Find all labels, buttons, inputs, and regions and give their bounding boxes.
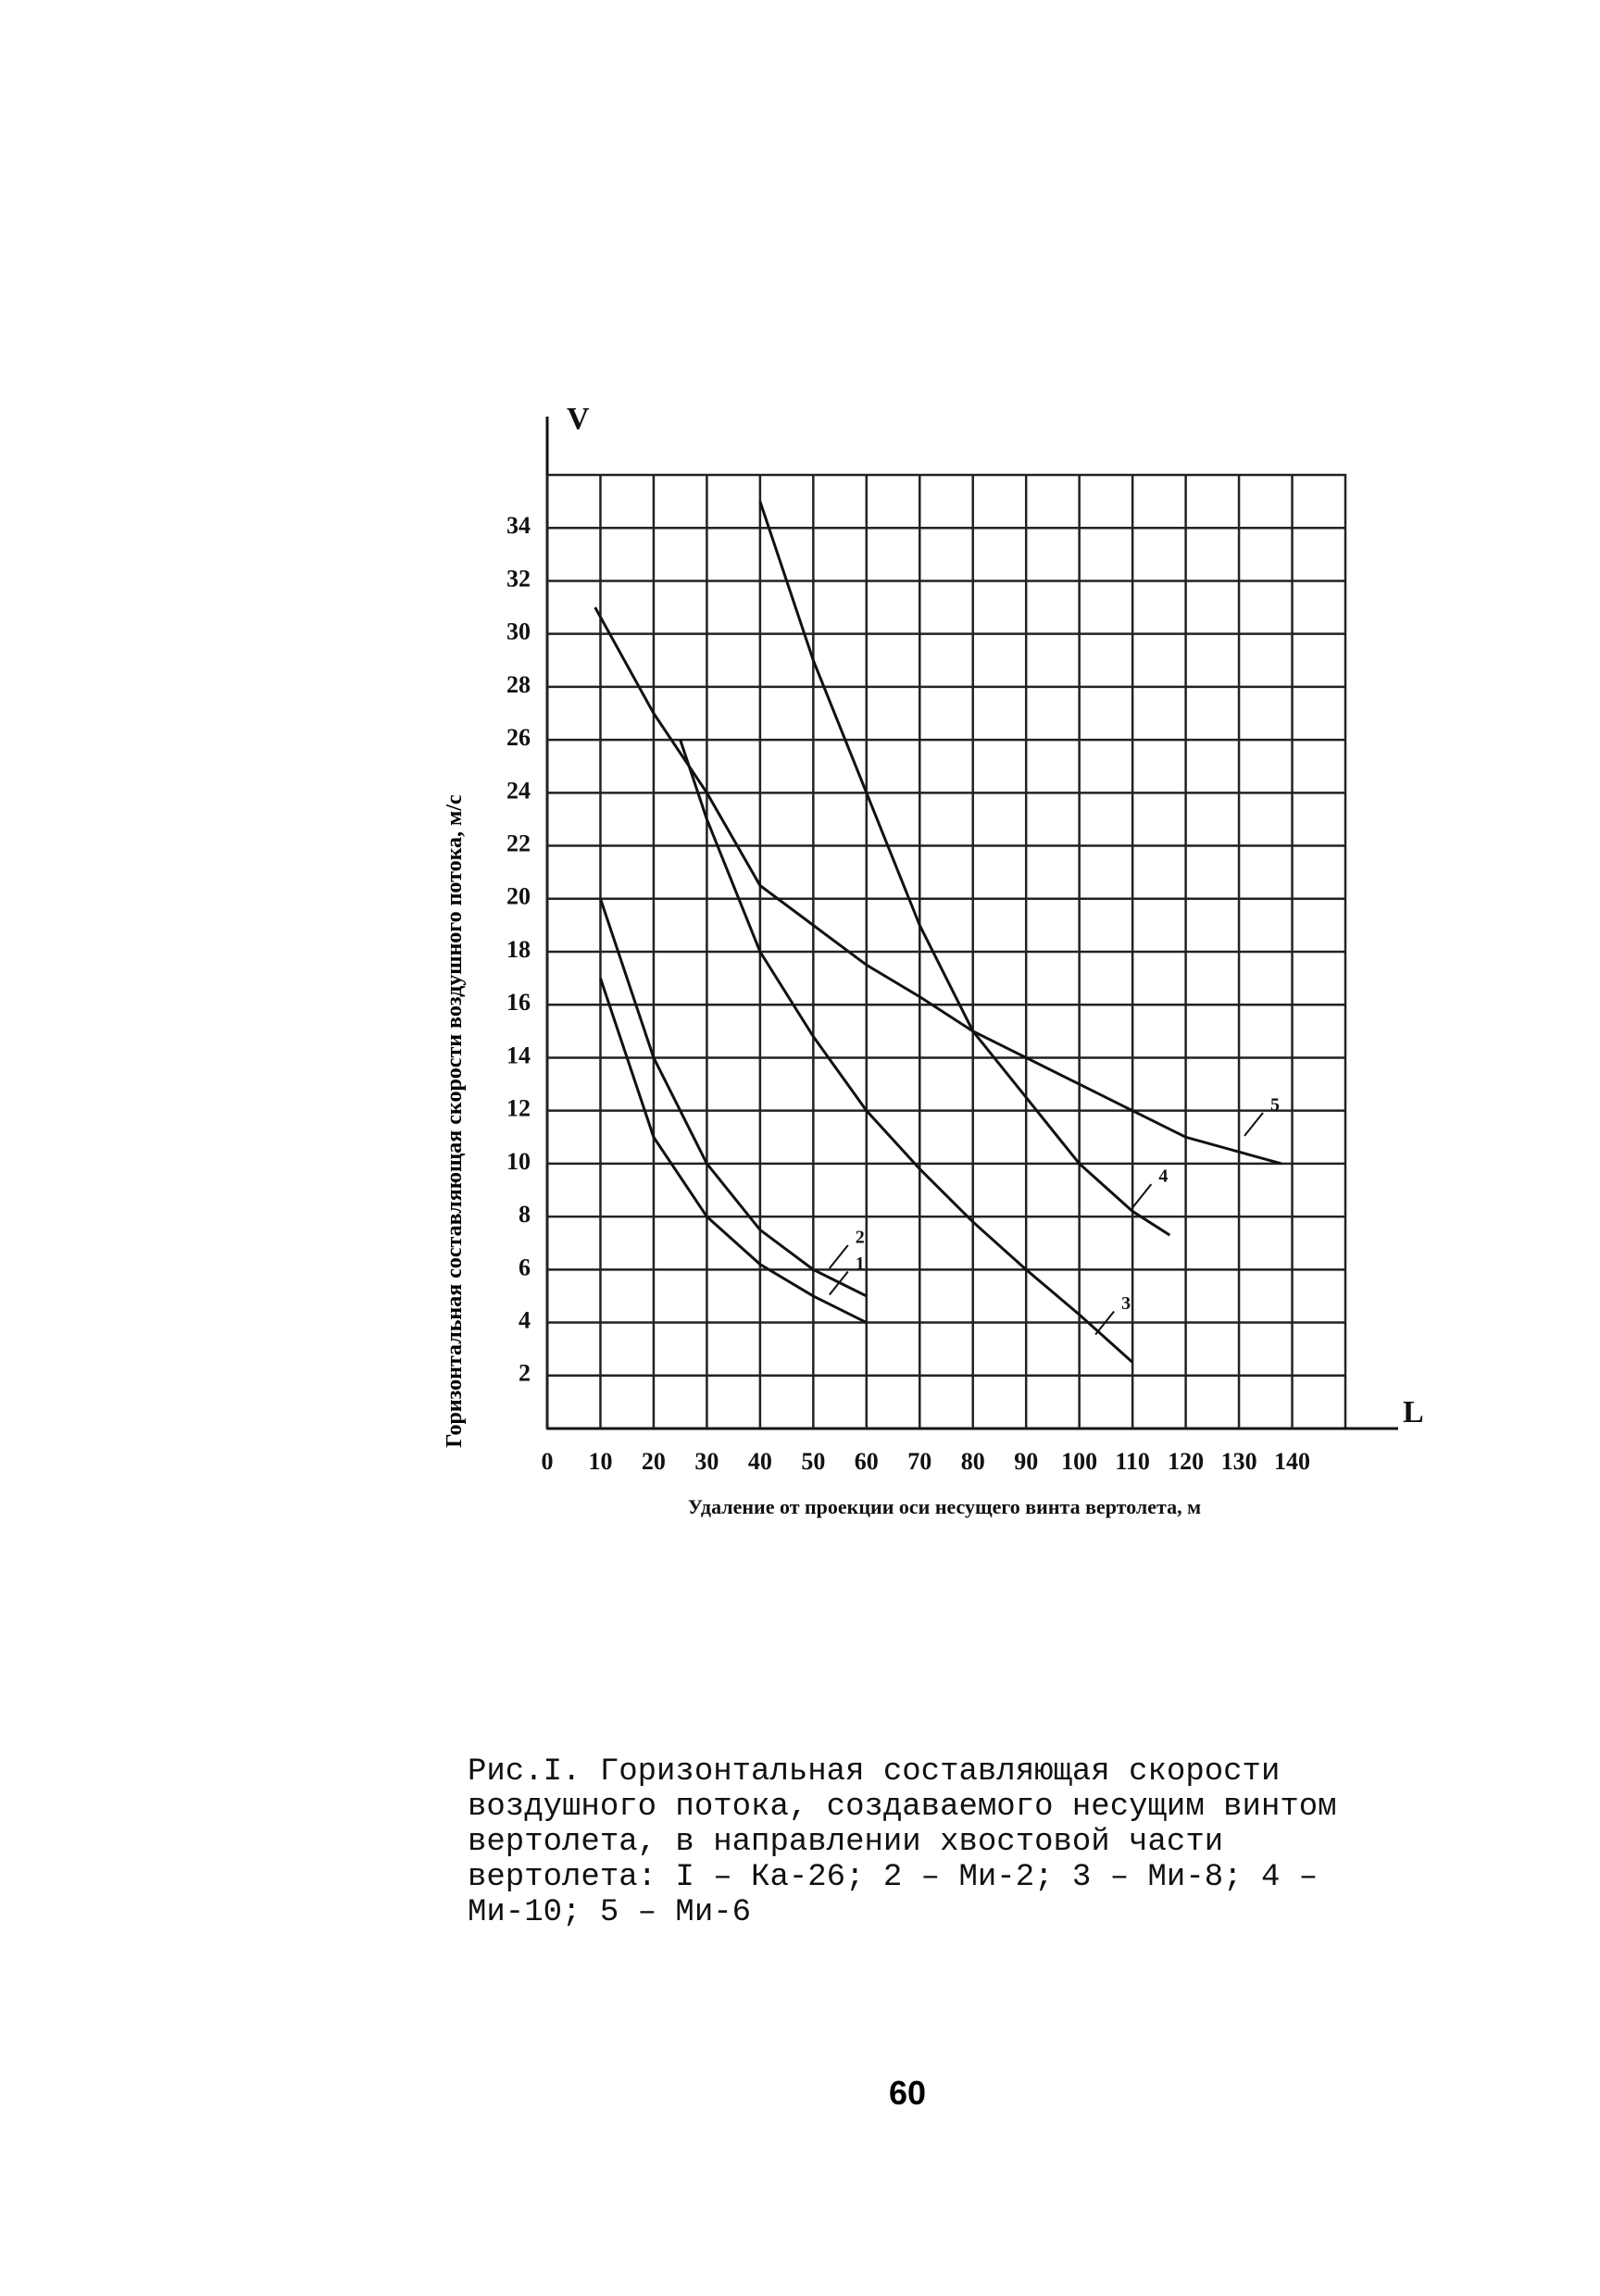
y-tick-label: 28 xyxy=(506,671,531,698)
x-tick-label: 80 xyxy=(961,1448,985,1475)
curve-leader xyxy=(1244,1112,1264,1137)
x-axis-label: Удаление от проекции оси несущего винта … xyxy=(688,1495,1201,1518)
curve-label: 5 xyxy=(1270,1094,1280,1115)
x-tick-label: 50 xyxy=(801,1448,825,1475)
y-tick-label: 2 xyxy=(519,1360,531,1387)
y-tick-label: 22 xyxy=(506,830,531,857)
curve-leader xyxy=(1131,1183,1153,1208)
curve-leader xyxy=(1094,1310,1115,1336)
x-tick-label: 70 xyxy=(907,1448,931,1475)
y-axis-label: Горизонтальная составляющая скорости воз… xyxy=(443,794,467,1448)
curve xyxy=(758,501,1171,1237)
y-tick-label: 30 xyxy=(506,618,531,645)
x-axis-symbol: L xyxy=(1403,1395,1424,1429)
curve xyxy=(679,739,1134,1364)
y-tick-label: 26 xyxy=(506,724,531,751)
x-tick-label: 130 xyxy=(1221,1448,1257,1475)
x-tick-label: 10 xyxy=(588,1448,612,1475)
y-tick-label: 18 xyxy=(506,936,531,963)
caption: Рис.I. Горизонтальная составляющая скоро… xyxy=(468,1754,1337,1930)
y-tick-label: 8 xyxy=(519,1201,531,1228)
y-tick-label: 32 xyxy=(506,565,531,592)
y-tick-label: 16 xyxy=(506,989,531,1016)
x-tick-label: 60 xyxy=(855,1448,879,1475)
curve xyxy=(594,606,1282,1166)
curve xyxy=(599,978,868,1324)
y-tick-label: 12 xyxy=(506,1095,531,1122)
curve xyxy=(599,898,868,1298)
page-number: 60 xyxy=(889,2074,927,2112)
y-tick-label: 24 xyxy=(506,777,531,804)
y-tick-label: 34 xyxy=(506,512,531,539)
y-tick-label: 10 xyxy=(506,1148,531,1175)
y-tick-label: 20 xyxy=(506,883,531,910)
x-tick-label: 40 xyxy=(748,1448,772,1475)
y-axis-symbol: V xyxy=(567,402,590,436)
curve-label: 4 xyxy=(1158,1167,1168,1187)
x-tick-label: 100 xyxy=(1061,1448,1097,1475)
curve-label: 2 xyxy=(856,1228,865,1248)
curve-label: 3 xyxy=(1121,1293,1131,1314)
x-tick-label: 20 xyxy=(642,1448,666,1475)
y-tick-label: 6 xyxy=(519,1254,531,1280)
x-tick-label: 90 xyxy=(1014,1448,1038,1475)
x-tick-label: 30 xyxy=(694,1448,719,1475)
x-tick-label: 140 xyxy=(1274,1448,1310,1475)
x-tick-label: 120 xyxy=(1168,1448,1204,1475)
curve-leader xyxy=(829,1244,849,1269)
curve-label: 1 xyxy=(856,1254,865,1274)
x-tick-label: 0 xyxy=(542,1448,554,1475)
y-tick-label: 4 xyxy=(519,1307,531,1334)
x-tick-label: 110 xyxy=(1115,1448,1150,1475)
y-tick-label: 14 xyxy=(506,1042,531,1068)
